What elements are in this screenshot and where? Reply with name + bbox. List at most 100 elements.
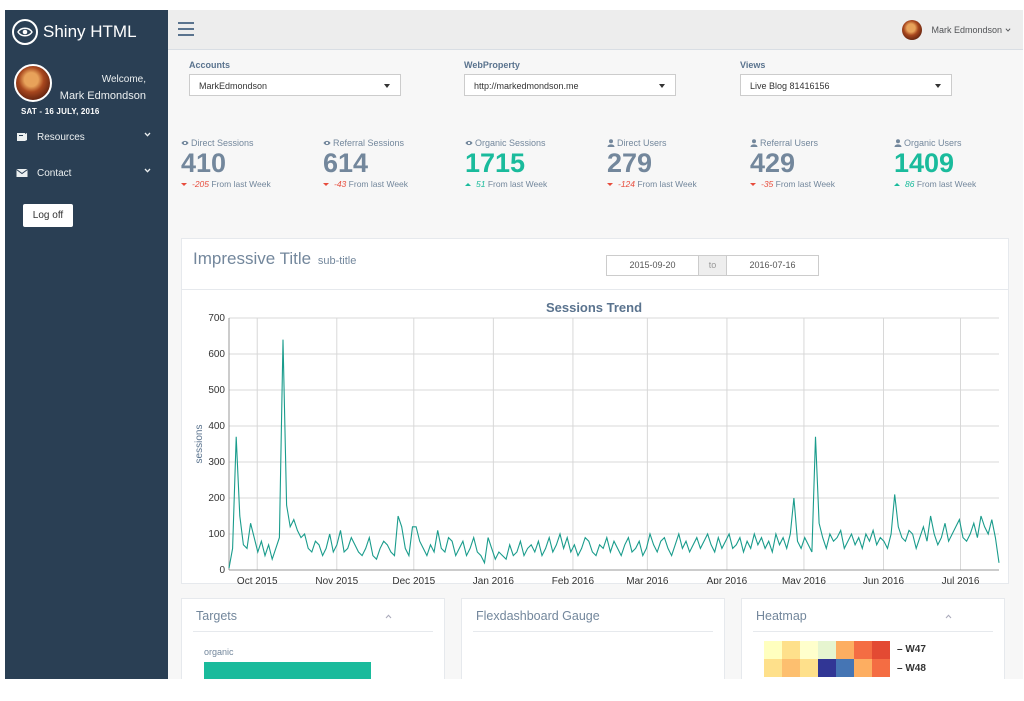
arrow-down-icon [323, 183, 329, 186]
heatmap-cell [818, 659, 836, 677]
user-icon [894, 139, 902, 147]
stat-title-text: Organic Users [904, 138, 962, 148]
user-name: Mark Edmondson [931, 25, 1002, 35]
webproperty-label: WebProperty [464, 60, 520, 70]
views-label: Views [740, 60, 766, 70]
accounts-select[interactable]: MarkEdmondson [189, 74, 401, 96]
webproperty-select-group: WebProperty http://markedmondson.me [464, 60, 676, 96]
eye-icon [181, 140, 189, 146]
stat-delta: -205 From last Week [181, 179, 271, 189]
divider [182, 289, 1008, 290]
chart-panel: Impressive Title sub-title 2015-09-20 to… [181, 238, 1009, 584]
stat-value: 1409 [894, 148, 955, 178]
sidebar-item-label: Resources [37, 131, 85, 143]
sidebar-item-contact[interactable]: Contact [5, 155, 168, 191]
stat-delta-value: -43 [334, 179, 347, 189]
stat-value: 429 [750, 148, 796, 178]
webproperty-select[interactable]: http://markedmondson.me [464, 74, 676, 96]
heatmap-card: Heatmap – W47 – W48 [741, 598, 1005, 679]
user-icon [750, 139, 758, 147]
chevron-down-icon [144, 132, 151, 137]
y-tick-label: 100 [208, 529, 225, 540]
views-select[interactable]: Live Blog 81416156 [740, 74, 952, 96]
stat-delta-value: 51 [476, 179, 486, 189]
chevron-up-icon[interactable] [385, 613, 392, 620]
stat-delta-suffix: From last Week [637, 179, 697, 189]
x-tick-label: Jul 2016 [942, 576, 980, 584]
avatar [14, 64, 52, 102]
heatmap-title: Heatmap [756, 609, 807, 623]
logoff-button[interactable]: Log off [23, 204, 73, 227]
panel-title: Impressive Title sub-title [193, 249, 356, 269]
arrow-down-icon [607, 183, 613, 186]
eye-icon [465, 140, 473, 146]
profile-name: Mark Edmondson [59, 90, 146, 102]
gauge-card: Flexdashboard Gauge [461, 598, 725, 679]
y-tick-label: 700 [208, 313, 225, 324]
y-tick-label: 500 [208, 385, 225, 396]
stat-delta-suffix: From last Week [775, 179, 836, 189]
arrow-up-icon [894, 183, 900, 186]
user-menu[interactable]: Mark Edmondson [902, 20, 1011, 40]
heatmap-cell [764, 659, 782, 677]
chevron-up-icon[interactable] [945, 613, 952, 620]
caret-down-icon [384, 84, 390, 88]
date-from-input[interactable]: 2015-09-20 [606, 255, 699, 276]
stat-referral-sessions: Referral Sessions 614 -43 From last Week [323, 138, 408, 189]
stat-title-text: Referral Users [760, 138, 819, 148]
stat-delta: -35 From last Week [750, 179, 835, 189]
stat-direct-sessions: Direct Sessions 410 -205 From last Week [181, 138, 271, 189]
webproperty-value: http://markedmondson.me [474, 81, 579, 91]
welcome-block: Welcome, Mark Edmondson [60, 72, 146, 104]
divider [473, 631, 713, 632]
date-to-label: to [699, 255, 726, 276]
x-tick-label: Mar 2016 [626, 576, 669, 584]
divider [193, 631, 433, 632]
stat-title: Direct Users [607, 138, 697, 148]
stat-delta-value: -35 [761, 179, 774, 189]
sidebar-item-resources[interactable]: Resources [5, 119, 168, 155]
x-tick-label: Dec 2015 [392, 576, 435, 584]
heatmap-cell [854, 641, 872, 659]
stat-delta-suffix: From last Week [916, 179, 977, 189]
stat-value: 614 [323, 148, 369, 178]
y-tick-label: 400 [208, 421, 225, 432]
heatmap-row-w48: W48 [905, 663, 926, 674]
divider [753, 631, 993, 632]
eye-logo-icon [12, 19, 38, 45]
heatmap-cell [782, 659, 800, 677]
stat-title: Direct Sessions [181, 138, 271, 148]
date-to-input[interactable]: 2016-07-16 [726, 255, 819, 276]
y-tick-label: 300 [208, 457, 225, 468]
x-tick-label: Feb 2016 [552, 576, 595, 584]
stat-delta: -124 From last Week [607, 179, 697, 189]
stat-delta: 51 From last Week [465, 179, 547, 189]
app-title: Shiny HTML [43, 22, 137, 41]
brand[interactable]: Shiny HTML [5, 10, 168, 54]
views-value: Live Blog 81416156 [750, 81, 830, 91]
heatmap-row-w47: W47 [905, 644, 926, 655]
menu-toggle-icon[interactable] [178, 22, 194, 36]
accounts-label: Accounts [189, 60, 231, 70]
stat-organic-users: Organic Users 1409 86 From last Week [894, 138, 976, 189]
stat-value: 410 [181, 148, 227, 178]
stat-title: Organic Sessions [465, 138, 547, 148]
stat-delta: -43 From last Week [323, 179, 408, 189]
stat-delta-value: -124 [618, 179, 636, 189]
heatmap-row-label: – W48 [897, 663, 926, 674]
heatmap-cell [800, 659, 818, 677]
x-tick-label: Oct 2015 [237, 576, 278, 584]
envelope-icon [16, 169, 28, 177]
y-axis-label: sessions [194, 425, 205, 464]
heatmap-cell [836, 641, 854, 659]
views-select-group: Views Live Blog 81416156 [740, 60, 952, 96]
targets-card: Targets organic [181, 598, 445, 679]
book-icon [17, 133, 27, 141]
gauge-title: Flexdashboard Gauge [476, 609, 600, 623]
heatmap-cell [872, 659, 890, 677]
heatmap-cell [836, 659, 854, 677]
date-range: 2015-09-20 to 2016-07-16 [606, 255, 819, 276]
sessions-series-line [228, 339, 1000, 569]
stat-delta-value: -205 [192, 179, 210, 189]
x-tick-label: Nov 2015 [315, 576, 358, 584]
